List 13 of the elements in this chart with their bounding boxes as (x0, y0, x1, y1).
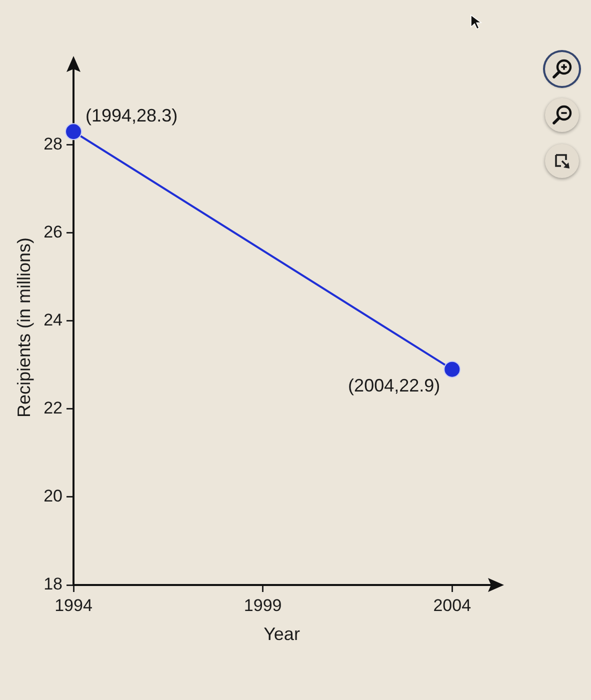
y-tick-label: 28 (44, 134, 63, 154)
x-tick-label: 1994 (54, 596, 92, 615)
x-axis-title: Year (264, 624, 300, 644)
x-tick-label: 1999 (244, 596, 282, 615)
y-tick-label: 22 (44, 398, 63, 418)
y-tick-label: 24 (44, 310, 63, 330)
x-tick-label: 2004 (433, 596, 472, 615)
annotation: (1994,28.3) (86, 106, 178, 126)
annotation: (2004,22.9) (348, 375, 440, 396)
y-tick-label: 26 (44, 222, 63, 242)
y-tick-label: 20 (44, 486, 63, 506)
y-tick-label: 18 (44, 574, 63, 594)
y-axis-title: Recipients (in millions) (14, 237, 34, 418)
